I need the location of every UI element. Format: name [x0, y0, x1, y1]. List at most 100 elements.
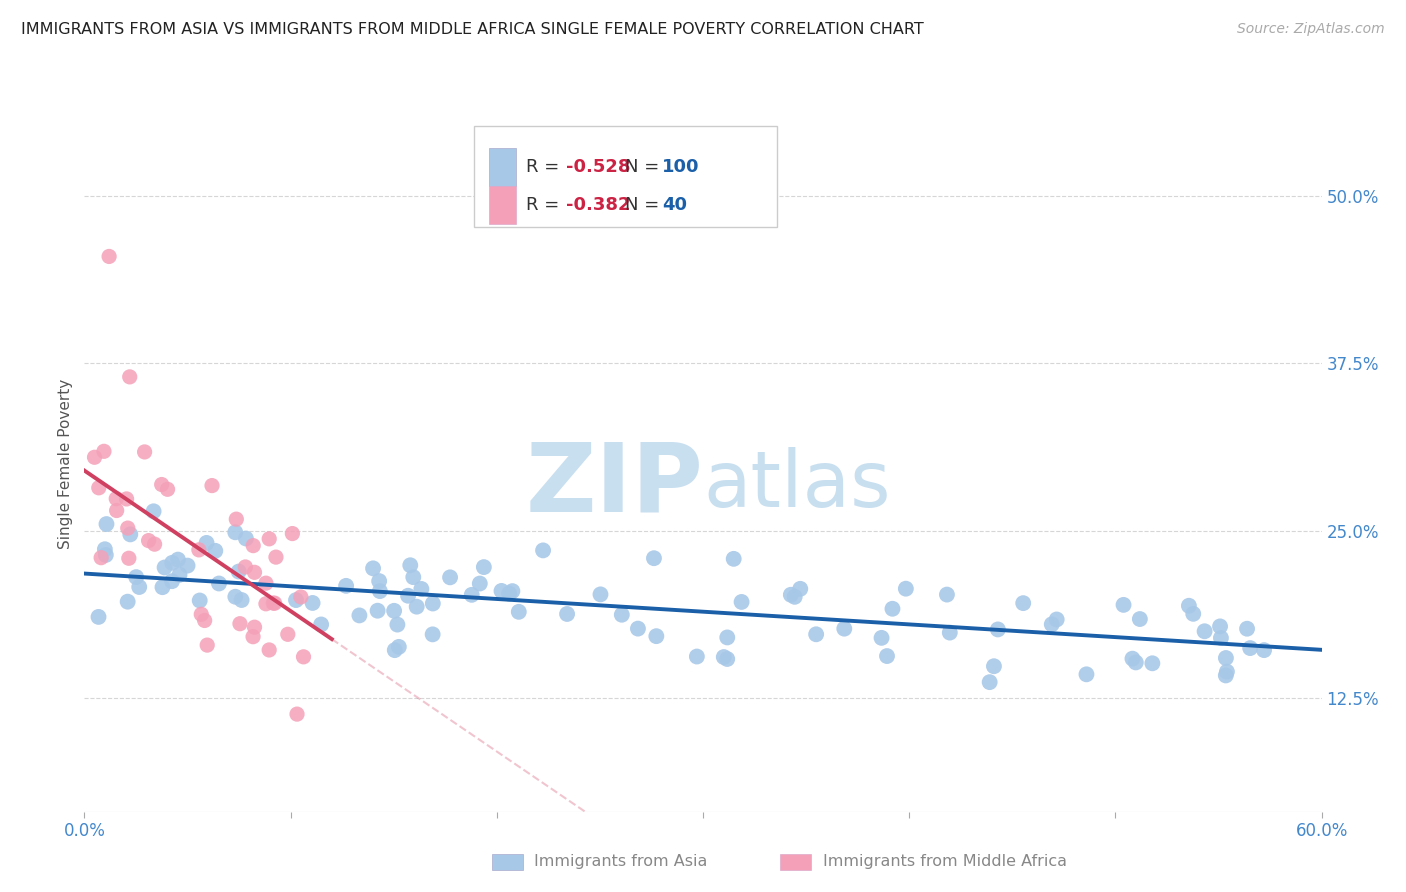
Text: atlas: atlas	[703, 447, 890, 523]
Point	[1142, 657, 1164, 671]
Point	[610, 607, 633, 622]
Point	[105, 491, 128, 506]
Point	[228, 565, 250, 579]
Point	[876, 648, 898, 663]
Point	[1040, 617, 1063, 632]
Point	[1112, 598, 1135, 612]
Y-axis label: Single Female Poverty: Single Female Poverty	[58, 379, 73, 549]
Point	[979, 675, 1001, 690]
Point	[367, 604, 389, 618]
Point	[983, 659, 1005, 673]
Point	[382, 604, 405, 618]
Point	[1253, 643, 1275, 657]
Point	[1239, 641, 1261, 656]
Point	[98, 250, 121, 264]
Text: N =: N =	[626, 196, 665, 214]
Text: 40: 40	[662, 196, 688, 214]
Point	[115, 491, 138, 506]
Point	[1178, 599, 1201, 613]
Point	[118, 370, 141, 384]
Point	[254, 576, 277, 591]
Point	[422, 597, 444, 611]
Point	[472, 560, 495, 574]
Point	[134, 445, 156, 459]
Point	[368, 584, 391, 599]
Point	[117, 595, 139, 609]
Point	[361, 561, 384, 575]
Point	[498, 586, 520, 600]
Point	[150, 477, 173, 491]
Point	[882, 601, 904, 615]
Point	[1236, 622, 1258, 636]
Point	[422, 627, 444, 641]
Point	[83, 450, 105, 465]
Point	[235, 532, 257, 546]
Point	[195, 638, 218, 652]
Point	[1182, 607, 1205, 621]
Point	[120, 527, 142, 541]
Text: ZIP: ZIP	[524, 438, 703, 532]
Point	[387, 617, 409, 632]
Point	[939, 625, 962, 640]
Point	[1121, 651, 1143, 665]
Point	[229, 616, 252, 631]
Point	[468, 576, 491, 591]
Point	[257, 643, 280, 657]
Point	[194, 614, 217, 628]
Point	[789, 582, 811, 596]
Point	[461, 588, 484, 602]
Point	[301, 596, 323, 610]
Point	[1012, 596, 1035, 610]
Point	[730, 595, 752, 609]
Point	[195, 536, 218, 550]
Point	[128, 580, 150, 594]
Point	[870, 631, 893, 645]
Point	[169, 567, 191, 582]
Point	[281, 526, 304, 541]
Text: Immigrants from Middle Africa: Immigrants from Middle Africa	[823, 855, 1067, 869]
Point	[231, 593, 253, 607]
Point	[716, 631, 738, 645]
Point	[402, 570, 425, 584]
Point	[1076, 667, 1098, 681]
Text: R =: R =	[526, 158, 565, 176]
Text: R =: R =	[526, 196, 565, 214]
Text: Immigrants from Asia: Immigrants from Asia	[534, 855, 707, 869]
Point	[243, 566, 266, 580]
Point	[531, 543, 554, 558]
Point	[94, 542, 117, 557]
Point	[501, 584, 523, 599]
Point	[1209, 619, 1232, 633]
Point	[290, 590, 312, 604]
Point	[93, 444, 115, 458]
Point	[399, 558, 422, 573]
Point	[201, 478, 224, 492]
Point	[292, 649, 315, 664]
Point	[405, 599, 427, 614]
Point	[190, 607, 212, 622]
Point	[1046, 612, 1069, 626]
Point	[1215, 651, 1237, 665]
Point	[285, 593, 308, 607]
Point	[309, 617, 332, 632]
Point	[187, 542, 209, 557]
Point	[153, 560, 176, 574]
Point	[243, 620, 266, 634]
Text: -0.528: -0.528	[565, 158, 630, 176]
Text: IMMIGRANTS FROM ASIA VS IMMIGRANTS FROM MIDDLE AFRICA SINGLE FEMALE POVERTY CORR: IMMIGRANTS FROM ASIA VS IMMIGRANTS FROM …	[21, 22, 924, 37]
Point	[508, 605, 530, 619]
Point	[645, 629, 668, 643]
Point	[188, 593, 211, 607]
Point	[285, 707, 308, 722]
Point	[264, 550, 287, 565]
Point	[1129, 612, 1152, 626]
Point	[804, 627, 827, 641]
Text: Source: ZipAtlas.com: Source: ZipAtlas.com	[1237, 22, 1385, 37]
Point	[242, 539, 264, 553]
Point	[987, 623, 1010, 637]
Point	[894, 582, 917, 596]
Point	[225, 512, 247, 526]
Point	[208, 576, 231, 591]
Point	[1125, 656, 1147, 670]
Point	[118, 551, 141, 566]
